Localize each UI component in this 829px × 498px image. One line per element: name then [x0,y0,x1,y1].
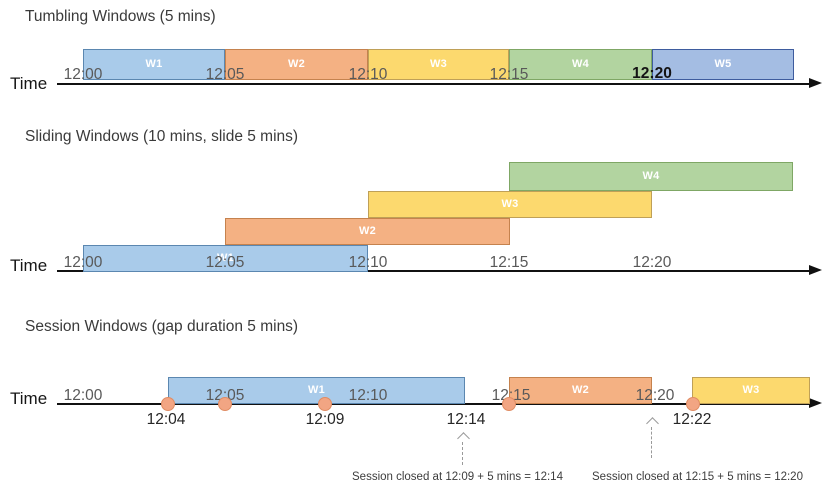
event-dot-1222 [686,397,700,411]
session-axis-arrowhead [809,398,822,408]
session-tick-1215: 12:15 [491,387,531,404]
tumbling-tick-1215: 12:15 [489,66,529,83]
sliding-title: Sliding Windows (10 mins, slide 5 mins) [25,128,299,145]
tumbling-tick-1220: 12:20 [632,65,672,82]
sliding-window-w3: W3 [368,191,652,218]
tumbling-tick-1205: 12:05 [205,66,245,83]
session-label-1222: 12:22 [672,411,712,428]
window-label: W2 [571,384,590,396]
session-time-label: Time [10,389,48,408]
window-label: W4 [571,58,590,70]
window-label: W5 [714,58,732,70]
window-label: W3 [742,384,760,396]
window-label: W4 [642,170,660,182]
session-tick-1220: 12:20 [635,387,675,404]
tumbling-tick-1210: 12:10 [348,66,388,83]
sliding-tick-1220: 12:20 [632,254,672,271]
session-tick-1200: 12:00 [63,387,103,404]
session-axis-line [57,403,812,405]
dashed-up-arrow-icon [457,432,470,445]
session-window-w2: W2 [509,377,652,404]
session-window-w3: W3 [692,377,810,404]
sliding-tick-1200: 12:00 [63,254,103,271]
session-tick-1205: 12:05 [205,387,245,404]
dashed-arrow-line [462,442,463,465]
session-label-1209: 12:09 [305,411,345,428]
session-tick-1210: 12:10 [348,387,388,404]
event-dot-1209 [318,397,332,411]
window-label: W2 [358,225,377,237]
sliding-axis-line [57,270,812,272]
tumbling-window-w3: W3 [368,49,509,80]
session-window-w1: W1 [168,377,465,404]
sliding-window-w4: W4 [509,162,793,191]
tumbling-window-w5: W5 [652,49,794,80]
window-label: W1 [307,384,326,396]
window-label: W1 [145,58,163,70]
sliding-axis-arrowhead [809,265,822,275]
sliding-window-w1: W1 [83,245,368,272]
tumbling-window-w2: W2 [225,49,368,80]
window-label: W1 [216,252,235,264]
sliding-tick-1215: 12:15 [489,254,529,271]
tumbling-tick-1200: 12:00 [63,66,103,83]
dashed-arrow-line [651,427,652,458]
session-title: Session Windows (gap duration 5 mins) [25,318,299,335]
event-dot-1204 [161,397,175,411]
tumbling-window-w1: W1 [83,49,225,80]
tumbling-axis-line [57,83,812,85]
window-label: W3 [429,58,448,70]
sliding-window-w2: W2 [225,218,510,245]
tumbling-time-label: Time [10,74,48,93]
dashed-up-arrow-icon [646,417,659,430]
event-dot-1205 [218,397,232,411]
tumbling-window-w4: W4 [509,49,652,80]
window-label: W3 [501,198,519,210]
sliding-tick-1205: 12:05 [205,254,245,271]
session-label-1204: 12:04 [146,411,186,428]
sliding-tick-1210: 12:10 [348,254,388,271]
session-annotation-2: Session closed at 12:15 + 5 mins = 12:20 [592,471,803,483]
tumbling-axis-arrowhead [809,78,822,88]
event-dot-1215 [502,397,516,411]
window-label: W2 [287,58,306,70]
session-annotation-1: Session closed at 12:09 + 5 mins = 12:14 [352,471,563,483]
sliding-time-label: Time [10,256,48,275]
tumbling-title: Tumbling Windows (5 mins) [25,8,216,25]
session-label-1214: 12:14 [446,411,486,428]
